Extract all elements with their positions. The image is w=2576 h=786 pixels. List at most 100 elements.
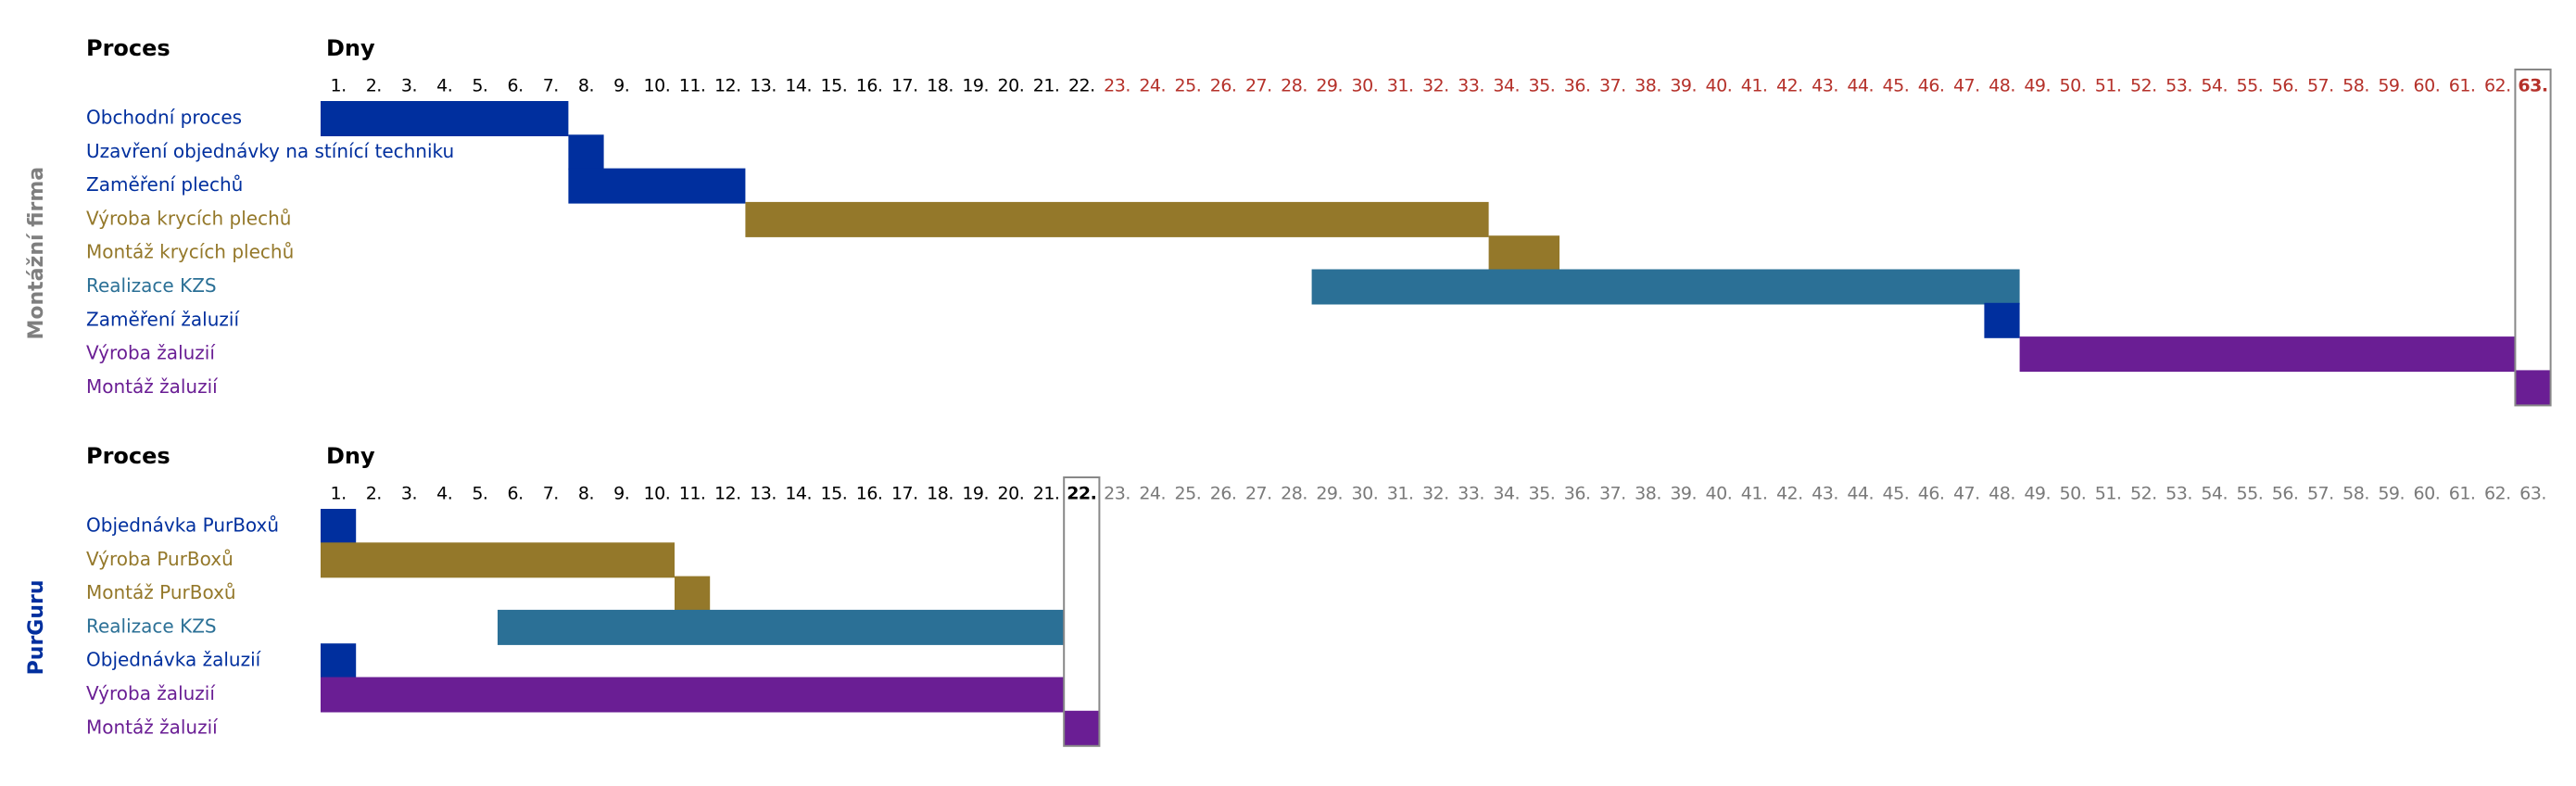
day-label: 47. [1953,76,1980,96]
side-label: Montážní firma [25,167,48,340]
day-label: 37. [1599,484,1626,504]
day-label: 34. [1493,76,1520,96]
day-label: 57. [2307,484,2334,504]
task-bar [498,609,1065,645]
day-label: 57. [2307,76,2334,96]
day-label: 42. [1776,484,1803,504]
day-label: 14. [785,76,812,96]
day-label: 25. [1175,76,1202,96]
task-label: Zaměření plechů [86,173,243,196]
day-label: 49. [2024,76,2051,96]
day-label: 7. [543,76,559,96]
day-label: 36. [1564,484,1591,504]
task-label: Realizace KZS [86,274,217,297]
day-label: 63. [2518,76,2547,96]
task-label: Výroba PurBoxů [86,548,234,570]
task-bar [2515,370,2551,406]
day-label: 29. [1316,484,1343,504]
day-label: 12. [714,76,741,96]
day-label: 48. [1989,76,2015,96]
task-bar [1064,710,1100,746]
task-label: Výroba žaluzií [86,682,216,704]
day-label: 32. [1422,484,1449,504]
day-label: 59. [2378,76,2405,96]
day-label: 48. [1989,484,2015,504]
task-bar [321,542,675,578]
side-label: PurGuru [25,579,48,675]
day-label: 2. [366,484,382,504]
day-label: 41. [1741,76,1768,96]
day-label: 1. [331,76,347,96]
day-label: 39. [1670,484,1697,504]
day-label: 18. [927,76,953,96]
day-label: 19. [962,484,989,504]
task-bar [745,201,1489,237]
day-label: 62. [2484,76,2511,96]
day-label: 55. [2237,76,2264,96]
task-label: Výroba krycích plechů [86,207,291,229]
day-label: 3. [401,76,417,96]
day-label: 27. [1245,76,1272,96]
task-bar [321,677,1065,713]
day-label: 50. [2060,484,2087,504]
day-label: 16. [856,484,883,504]
day-label: 15. [821,484,848,504]
day-label: 45. [1883,76,1910,96]
task-label: Montáž PurBoxů [86,581,236,603]
day-label: 63. [2519,484,2546,504]
day-label: 44. [1847,484,1874,504]
day-label: 26. [1210,76,1237,96]
day-label: 56. [2272,484,2299,504]
day-label: 31. [1387,76,1414,96]
day-label: 56. [2272,76,2299,96]
day-label: 5. [472,484,487,504]
day-label: 23. [1104,484,1130,504]
day-label: 32. [1422,76,1449,96]
day-label: 17. [891,484,918,504]
task-label: Objednávka žaluzií [86,649,262,671]
task-label: Zaměření žaluzií [86,308,240,330]
day-label: 9. [613,484,629,504]
day-label: 8. [578,76,594,96]
day-label: 20. [998,484,1025,504]
day-label: 25. [1175,484,1202,504]
day-label: 11. [679,76,706,96]
day-label: 27. [1245,484,1272,504]
day-label: 10. [644,484,671,504]
task-bar [1984,302,2020,338]
day-label: 6. [508,484,524,504]
day-label: 40. [1706,76,1733,96]
day-label: 44. [1847,76,1874,96]
day-label: 52. [2130,76,2157,96]
day-label: 30. [1352,76,1379,96]
task-bar [321,509,357,544]
day-label: 5. [472,76,487,96]
day-label: 35. [1529,76,1556,96]
task-bar [675,576,711,612]
day-label: 22. [1068,76,1095,96]
day-label: 60. [2414,484,2441,504]
day-label: 61. [2449,484,2476,504]
day-label: 30. [1352,484,1379,504]
task-label: Uzavření objednávky na stínící techniku [86,140,454,162]
task-bar [321,643,357,679]
day-label: 24. [1139,484,1166,504]
task-label: Realizace KZS [86,615,217,637]
task-label: Montáž krycích plechů [86,241,294,263]
highlight-column [1063,476,1101,747]
day-label: 51. [2095,76,2122,96]
day-label: 58. [2342,76,2369,96]
day-label: 55. [2237,484,2264,504]
day-label: 18. [927,484,953,504]
day-label: 26. [1210,484,1237,504]
day-label: 4. [436,484,452,504]
task-bar [568,168,746,204]
day-label: 43. [1812,76,1838,96]
highlight-column [2514,69,2552,407]
day-label: 12. [714,484,741,504]
day-label: 14. [785,484,812,504]
day-label: 37. [1599,76,1626,96]
day-label: 28. [1281,484,1307,504]
